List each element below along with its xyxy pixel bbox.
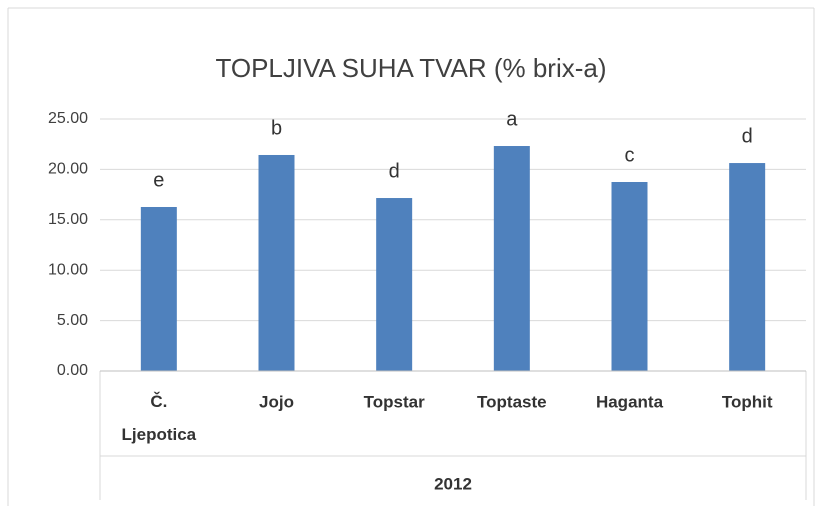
bar-annotation: b xyxy=(271,117,282,139)
bar xyxy=(729,163,766,371)
x-tick-label: Jojo xyxy=(259,392,294,411)
bar xyxy=(611,182,648,371)
y-tick-label: 20.00 xyxy=(48,161,88,178)
group-label: 2012 xyxy=(434,474,472,493)
bar-annotation: e xyxy=(153,169,164,191)
x-tick-label: Toptaste xyxy=(477,392,547,411)
bar-annotation: a xyxy=(506,108,518,130)
bar xyxy=(493,146,530,371)
y-tick-label: 5.00 xyxy=(57,312,88,329)
y-tick-label: 15.00 xyxy=(48,211,88,228)
x-tick-label: Č. Ljepotica xyxy=(122,392,197,444)
bar-annotation: d xyxy=(389,160,400,182)
y-tick-label: 25.00 xyxy=(48,110,88,127)
x-tick-label: Topstar xyxy=(364,392,425,411)
y-tick-label: 10.00 xyxy=(48,261,88,278)
bar-annotation: d xyxy=(742,125,753,147)
bar xyxy=(258,154,295,371)
chart-title: TOPLJIVA SUHA TVAR (% brix-a) xyxy=(215,53,606,83)
x-tick-label: Tophit xyxy=(722,392,773,411)
bar xyxy=(140,206,177,371)
bar-annotation: c xyxy=(625,144,635,166)
bar xyxy=(376,198,413,371)
y-tick-label: 0.00 xyxy=(57,362,88,379)
x-tick-label: Haganta xyxy=(596,392,664,411)
